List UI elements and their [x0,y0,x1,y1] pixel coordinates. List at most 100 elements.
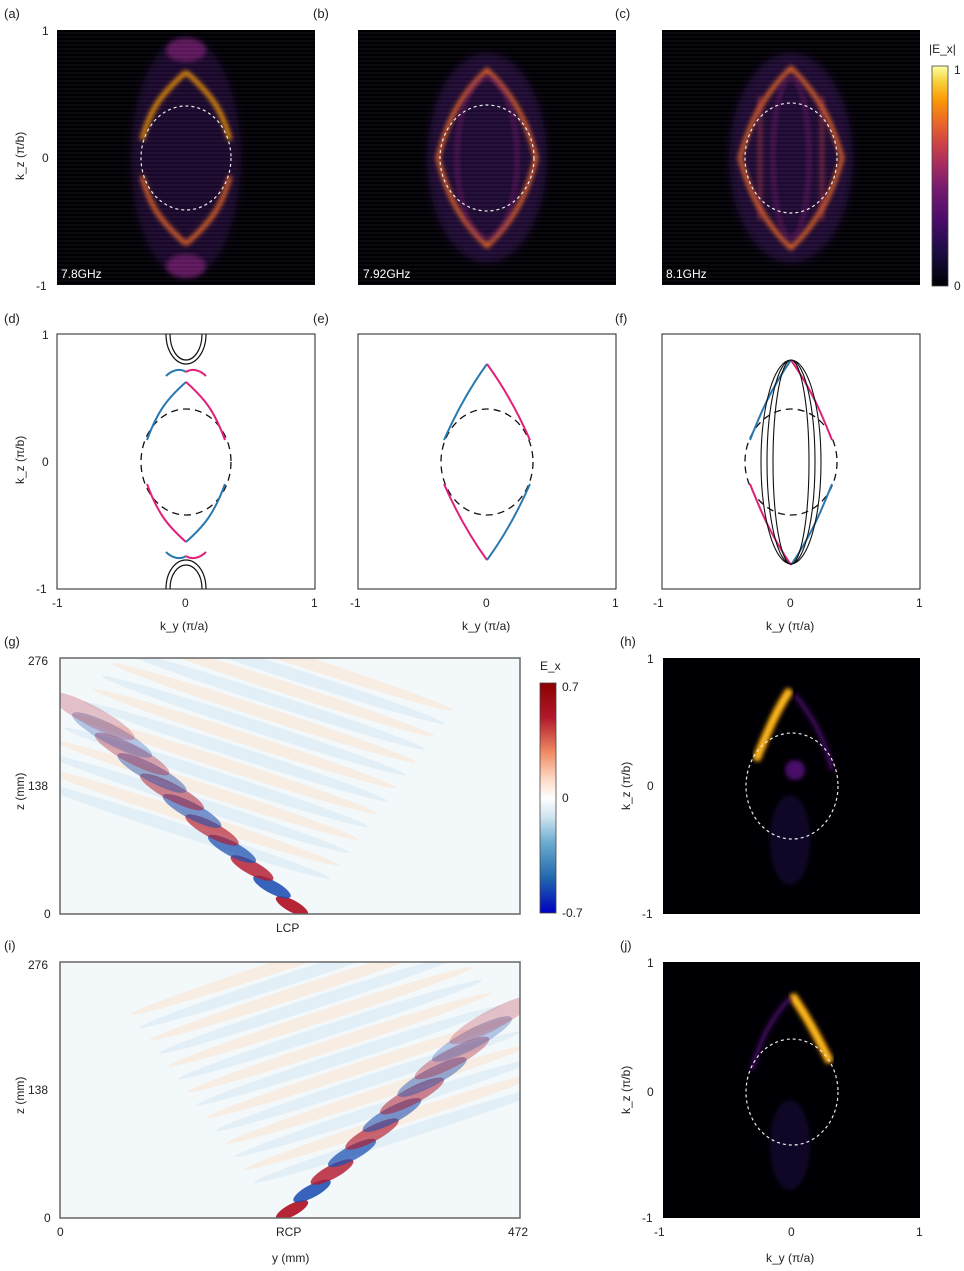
panel-label-j: (j) [620,938,632,953]
panel-g-wavefront-8 [94,732,170,776]
colorbar-ex-tick-zero: 0 [562,791,569,805]
panel-d-contour: 1 0 -1 -1 0 1 k_y (π/a) k_z (π/b) [13,328,318,633]
panel-i-field-map: 276 138 0 z (mm) RCP 0 472 y (mm) [13,958,528,1265]
panel-j-heatmap: 1 0 -1 -1 0 1 k_y (π/a) k_z (π/b) [619,956,923,1265]
panel-a-ylabel: k_z (π/b) [13,132,27,180]
colorbar-ex-tick-min: -0.7 [562,906,583,920]
panel-i-wavefront-0 [275,1200,309,1218]
panel-i-polarization-label: RCP [276,1225,301,1239]
panel-a-ytick-neg1: -1 [36,279,47,293]
panel-d-xtick-1: 1 [311,596,318,610]
panel-i-ripple-5 [206,1018,511,1119]
panel-g-ripple-4 [63,727,369,828]
panel-label-f: (f) [615,311,627,326]
panel-d-xlabel: k_y (π/a) [160,619,208,633]
panel-label-i: (i) [4,938,16,953]
colorbar-ex-tick-max: 0.7 [562,680,579,694]
panel-f-xtick-1: 1 [916,596,923,610]
panel-f-xtick-0: 0 [787,596,794,610]
panel-i-ripple-12 [139,962,445,1028]
panel-d-frame [56,333,316,590]
panel-i-xlabel: y (mm) [272,1251,309,1265]
panel-g-ripple-9 [111,662,416,763]
panel-i-wavefront-9 [432,1016,512,1062]
panel-g-wavefronts [60,658,454,914]
colorbar-abs-ex-tick-min: 0 [954,279,961,293]
panel-g-ytick-276: 276 [28,654,48,668]
panel-c-frequency-label: 8.1GHz [666,267,707,281]
panel-g-ripple-12 [139,658,445,724]
panel-d-ytick-0: 0 [42,455,49,469]
panel-g-wavefront-1 [253,875,291,899]
panel-g-wavefront-6 [139,773,205,811]
panel-label-d: (d) [4,311,20,326]
panel-g-ripple-5 [73,714,378,815]
panel-i-ytick-138: 138 [28,1083,48,1097]
panel-g-wavefront-7 [117,753,187,793]
panel-i-ripple-8 [177,979,483,1080]
panel-g-ytick-0: 0 [44,907,51,921]
panel-j-ytick-1: 1 [647,956,654,970]
panel-i-ripple-11 [149,962,454,1041]
panel-f-frame [661,333,921,590]
colorbar-abs-ex-tick-max: 1 [954,63,961,77]
panel-g-ripple-8 [101,675,407,776]
panel-label-h: (h) [620,634,636,649]
panel-label-e: (e) [313,311,329,326]
panel-g-ylabel: z (mm) [13,773,27,810]
panel-g-wavefront-10 [60,691,135,741]
panel-j-xlabel: k_y (π/a) [766,1251,814,1265]
panel-a-heatmap: 7.8GHz 1 0 -1 k_z (π/b) [13,24,315,293]
colorbar-abs-ex-label: |E_x| [929,42,956,56]
panel-a-ytick-1: 1 [42,24,49,38]
panel-a-ytick-0: 0 [42,151,49,165]
panel-e-xtick-0: 0 [483,596,490,610]
panel-g-ripple-0 [60,779,331,879]
colorbar-ex-label: E_x [540,659,561,673]
panel-d-ytick-1: 1 [42,328,49,342]
panel-f-xlabel: k_y (π/a) [766,619,814,633]
panel-e-frame [357,333,617,590]
panel-g-ripple-11 [130,658,435,737]
panel-label-b: (b) [313,6,329,21]
panel-h-ytick-neg1: -1 [642,907,653,921]
panel-b-frequency-label: 7.92GHz [363,267,410,281]
panel-d-ytick-neg1: -1 [36,582,47,596]
panel-i-ripple-7 [187,992,492,1093]
panel-g-polarization-label: LCP [276,921,299,935]
panel-e-contour: -1 0 1 k_y (π/a) [350,333,619,633]
panel-i-wavefront-1 [293,1179,331,1203]
colorbar-ex: E_x 0.7 0 -0.7 [539,659,583,920]
panel-g-ripple-10 [120,658,426,750]
panel-h-ytick-0: 0 [647,779,654,793]
panel-i-xtick-472: 472 [508,1225,528,1239]
panel-d-xtick-neg1: -1 [52,596,63,610]
panel-g-field-map: 276 138 0 z (mm) LCP [13,654,521,935]
panel-i-wavefronts [130,962,520,1218]
panel-h-ytick-1: 1 [647,652,654,666]
panel-i-wavefront-2 [310,1159,354,1185]
panel-j-xtick-0: 0 [788,1225,795,1239]
panel-i-wavefront-10 [449,995,520,1045]
panel-i-ripple-10 [158,962,464,1054]
panel-label-c: (c) [615,6,630,21]
panel-i-ripple-9 [168,966,473,1067]
panel-i-ripple-4 [215,1031,520,1132]
panel-h-heatmap: 1 0 -1 k_z (π/b) [619,652,920,921]
panel-j-xtick-neg1: -1 [654,1225,665,1239]
panel-b-heatmap: 7.92GHz [358,30,616,285]
panel-d-ylabel: k_z (π/b) [13,436,27,484]
panel-i-wavefront-8 [414,1036,490,1080]
panel-g-ripple-3 [60,740,359,840]
panel-i-ripple-13 [130,962,435,1015]
panel-g-wavefront-2 [230,855,274,881]
colorbar-abs-ex: |E_x| 1 0 [929,42,961,293]
colorbar-ex-gradient [539,682,557,914]
panel-a-frequency-label: 7.8GHz [61,267,102,281]
panel-e-xlabel: k_y (π/a) [462,619,510,633]
panel-i-wavefront-7 [397,1057,467,1097]
panel-j-ylabel: k_z (π/b) [619,1066,633,1114]
panel-j-xtick-1: 1 [916,1225,923,1239]
panel-g-wavefront-9 [72,712,152,758]
